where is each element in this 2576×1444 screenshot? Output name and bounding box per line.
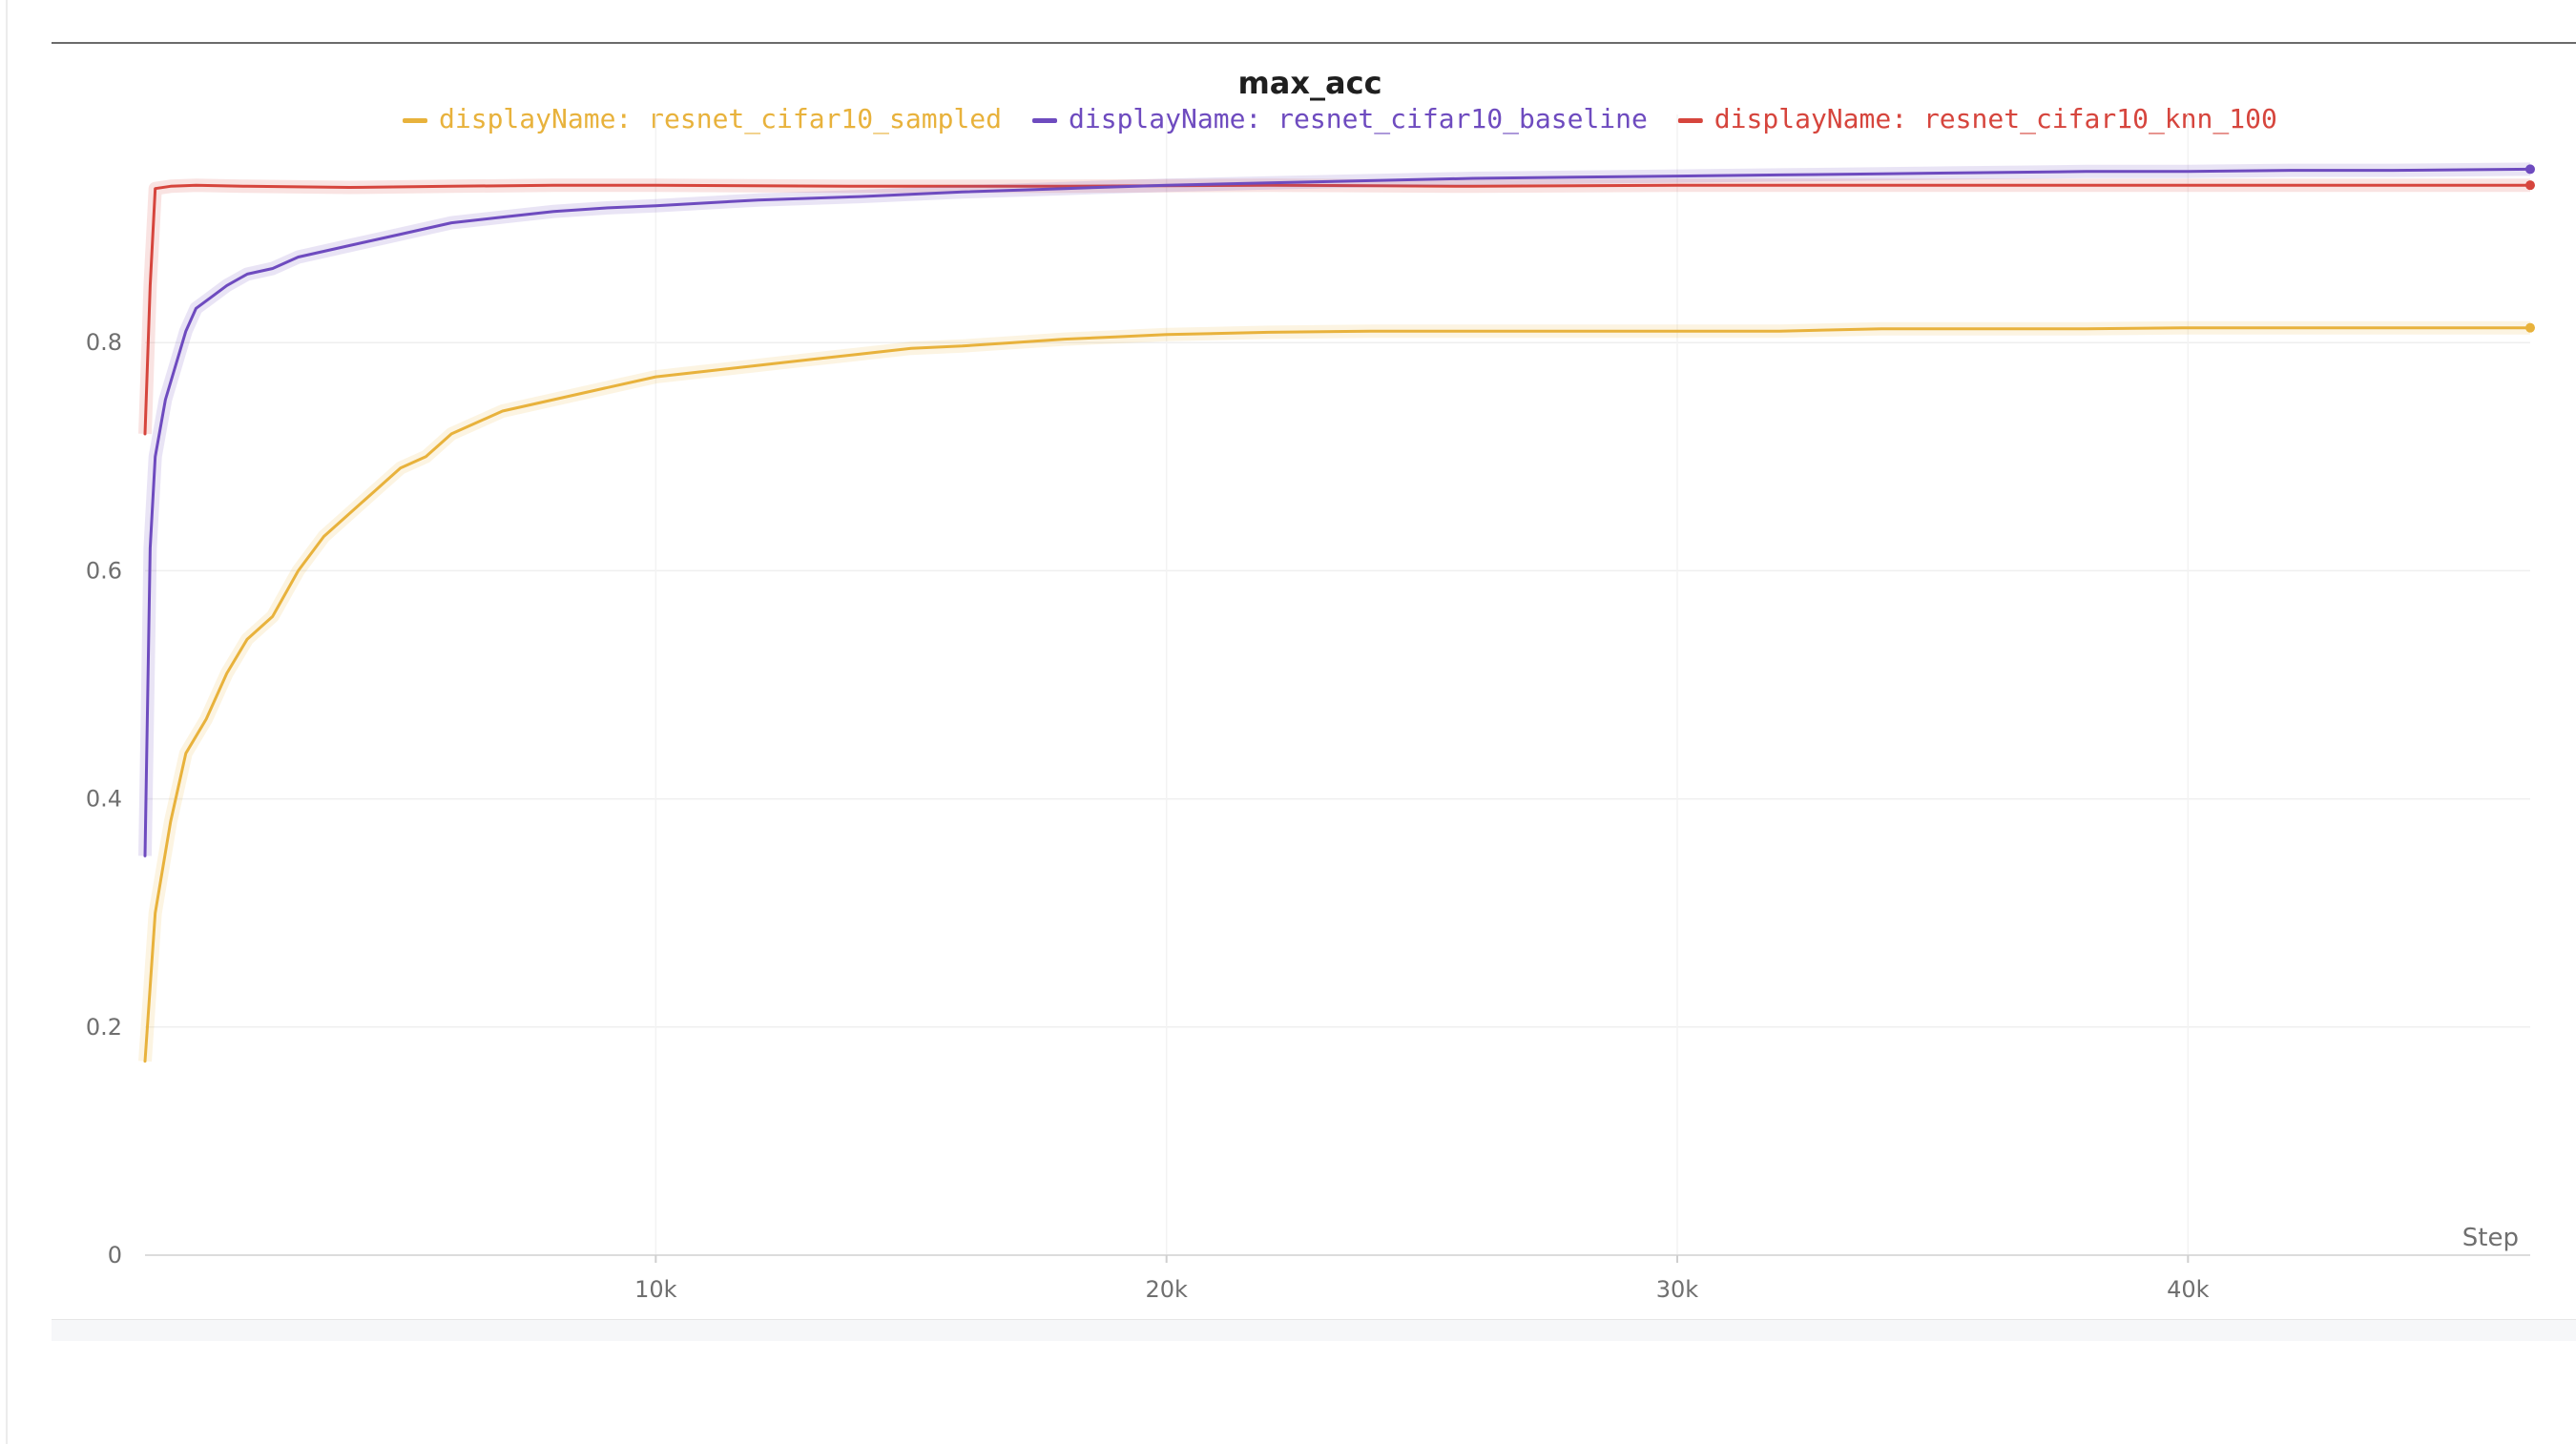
y-tick-label: 0.4: [86, 786, 122, 813]
legend-swatch: [403, 118, 427, 123]
chart-legend: displayName: resnet_cifar10_sampled displ…: [403, 103, 2277, 135]
series-line: [143, 167, 2532, 857]
legend-swatch: [1677, 118, 1703, 123]
series-end-point: [2525, 180, 2535, 191]
panel-left-border: [6, 0, 8, 1444]
legend-entry: displayName: resnet_cifar10_sampled: [439, 103, 1002, 135]
x-tick-label: 30k: [1656, 1276, 1699, 1303]
series-end-point: [2525, 322, 2535, 333]
legend-entry: displayName: resnet_cifar10_knn_100: [1714, 103, 2277, 135]
x-tick-label: 20k: [1145, 1276, 1188, 1303]
y-tick-label: 0.8: [86, 329, 122, 356]
y-tick-label: 0: [108, 1242, 122, 1269]
chart-title: max_acc: [1237, 65, 1381, 101]
panel-footer-band: [52, 1319, 2576, 1341]
series-band: [138, 162, 2531, 856]
y-tick-label: 0.6: [86, 557, 122, 584]
series-band: [138, 320, 2530, 1062]
series-line: [143, 326, 2532, 1063]
x-tick-label: 40k: [2167, 1276, 2210, 1303]
panel-top-border: [52, 42, 2576, 44]
chart-grid: [145, 114, 2530, 1255]
legend-entry: displayName: resnet_cifar10_baseline: [1069, 103, 1648, 135]
series-line: [143, 183, 2532, 436]
y-tick-label: 0.2: [86, 1014, 122, 1041]
x-axis-label: Step: [2462, 1224, 2519, 1252]
x-tick-label: 10k: [634, 1276, 677, 1303]
series-end-point: [2525, 164, 2535, 175]
chart-series-layer: [138, 162, 2535, 1063]
chart-axes: 0 0.2 0.4 0.6 0.8 10k 20k 30k 40k: [86, 329, 2530, 1303]
legend-swatch: [1032, 118, 1057, 123]
